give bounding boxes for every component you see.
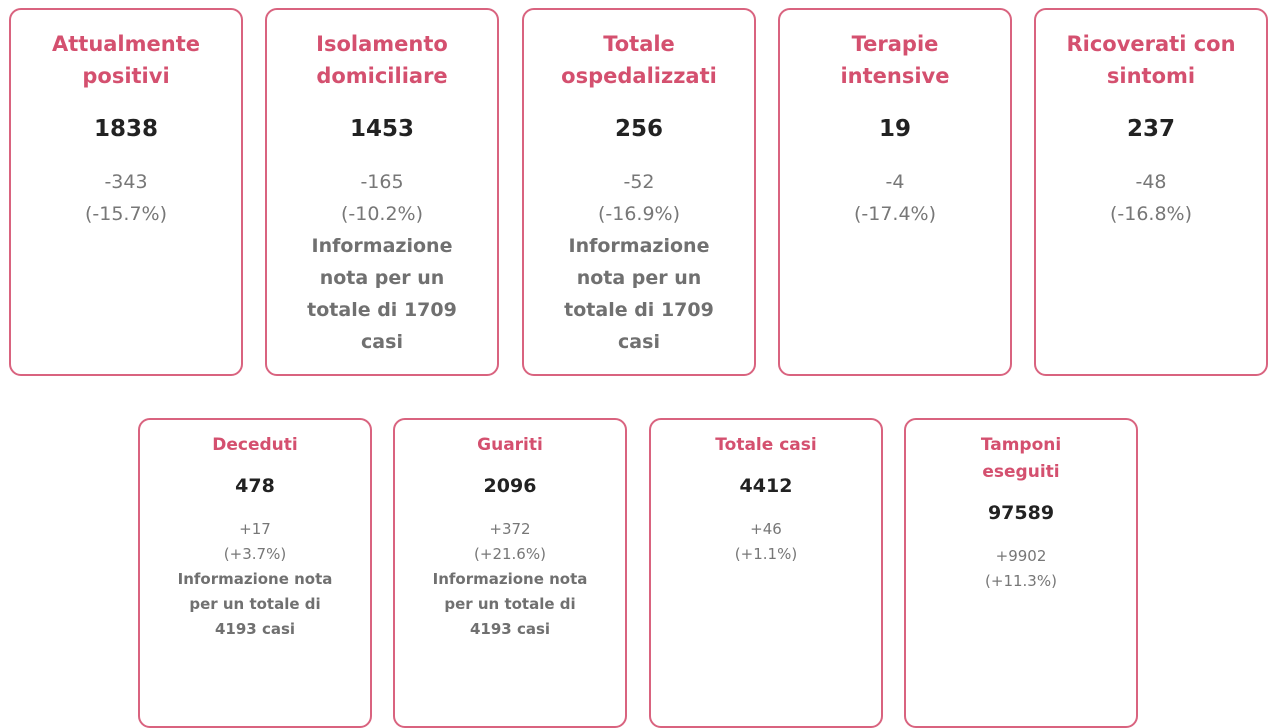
card-percent: (-10.2%) xyxy=(340,203,424,225)
card-percent: (+3.7%) xyxy=(223,545,287,563)
card-title: Totale casi xyxy=(715,435,817,455)
card-percent: (-16.8%) xyxy=(1109,203,1193,225)
card-note: Informazione nota per un totale di 1709 … xyxy=(564,235,714,353)
card-value: 237 xyxy=(1126,116,1175,142)
card-value: 19 xyxy=(878,116,911,142)
stat-card: Guariti 2096 +372 (+21.6%) Informazione nota… xyxy=(393,418,627,728)
card-title: Guariti xyxy=(477,435,543,455)
card-title: Deceduti xyxy=(212,435,298,455)
stat-card: Tamponi eseguiti 97589 +9902 (+11.3%) xyxy=(904,418,1138,728)
card-value: 478 xyxy=(235,475,275,497)
card-title: Isolamento domiciliare xyxy=(316,32,448,88)
card-value: 97589 xyxy=(987,502,1055,524)
card-value: 256 xyxy=(614,116,663,142)
stat-card: Deceduti 478 +17 (+3.7%) Informazione nota p… xyxy=(138,418,372,728)
card-change: -343 xyxy=(104,171,148,193)
stat-card: Ricoverati con sintomi 237 -48 (-16.8%) xyxy=(1034,8,1268,376)
card-note: Informazione nota per un totale di 4193 … xyxy=(177,570,333,638)
card-percent: (-15.7%) xyxy=(84,203,168,225)
card-title: Terapie intensive xyxy=(840,32,950,88)
card-percent: (+1.1%) xyxy=(734,545,798,563)
card-note: Informazione nota per un totale di 1709 … xyxy=(307,235,457,353)
card-value: 4412 xyxy=(739,475,793,497)
card-change: +9902 xyxy=(995,547,1047,565)
card-change: -165 xyxy=(360,171,404,193)
card-change: -48 xyxy=(1135,171,1167,193)
stat-card: Attualmente positivi 1838 -343 (-15.7%) xyxy=(9,8,243,376)
card-title: Ricoverati con sintomi xyxy=(1066,32,1236,88)
card-percent: (+11.3%) xyxy=(985,572,1057,590)
card-value: 1838 xyxy=(93,116,158,142)
card-title: Totale ospedalizzati xyxy=(561,32,717,88)
card-value: 1453 xyxy=(349,116,414,142)
card-title: Tamponi eseguiti xyxy=(980,435,1062,482)
card-note: Informazione nota per un totale di 4193 … xyxy=(432,570,588,638)
card-change: +46 xyxy=(750,520,782,538)
stat-card: Terapie intensive 19 -4 (-17.4%) xyxy=(778,8,1012,376)
stat-card: Isolamento domiciliare 1453 -165 (-10.2%) In… xyxy=(265,8,499,376)
card-change: -52 xyxy=(623,171,655,193)
card-value: 2096 xyxy=(483,475,537,497)
card-change: -4 xyxy=(885,171,905,193)
page: Attualmente positivi 1838 -343 (-15.7%) Isol… xyxy=(9,8,1268,728)
card-change: +17 xyxy=(239,520,271,538)
card-change: +372 xyxy=(489,520,531,538)
card-title: Attualmente positivi xyxy=(51,32,200,88)
stat-card: Totale ospedalizzati 256 -52 (-16.9%) Inform… xyxy=(522,8,756,376)
card-percent: (-16.9%) xyxy=(597,203,681,225)
stat-card: Totale casi 4412 +46 (+1.1%) xyxy=(649,418,883,728)
card-percent: (+21.6%) xyxy=(474,545,546,563)
card-percent: (-17.4%) xyxy=(853,203,937,225)
